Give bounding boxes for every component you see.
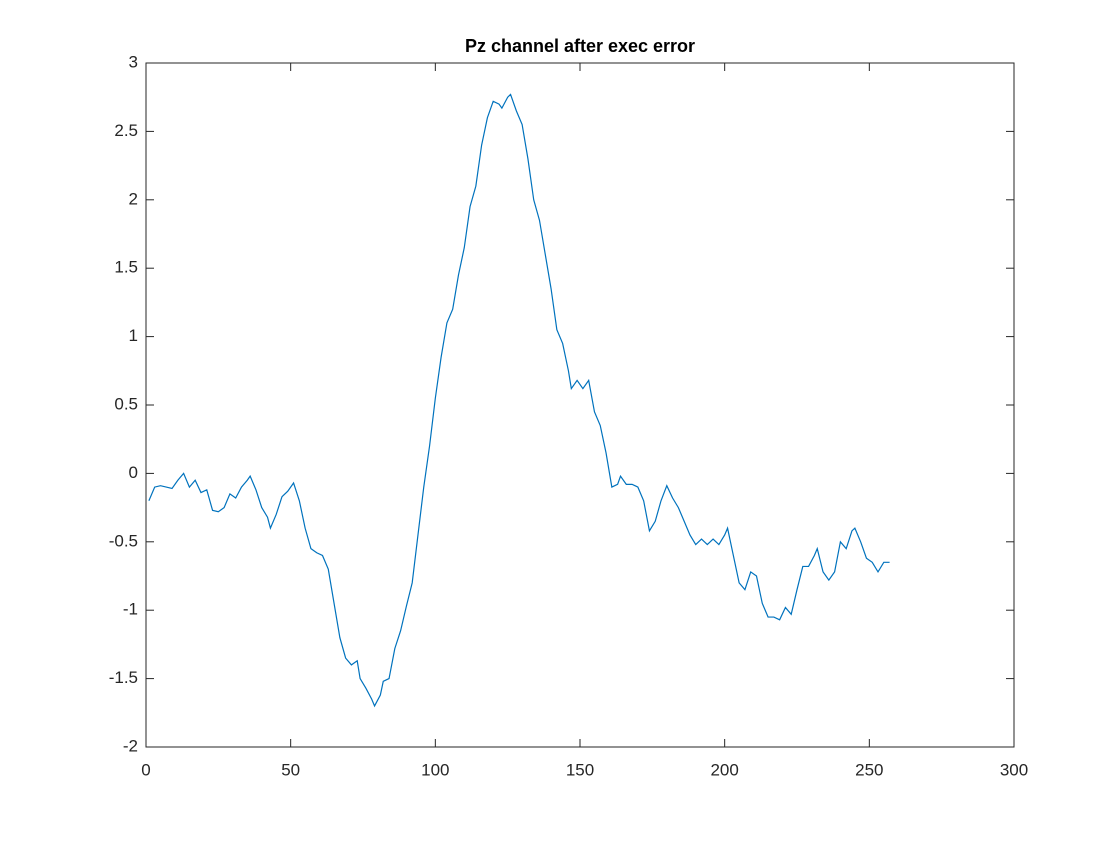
x-tick-label: 150 (566, 760, 594, 779)
x-tick-label: 300 (1000, 760, 1028, 779)
data-line (148, 93, 890, 708)
y-tick-label: -2 (123, 736, 138, 755)
x-tick-label: 250 (855, 760, 883, 779)
y-tick-label: 0.5 (114, 394, 138, 413)
x-tick-label: 200 (710, 760, 738, 779)
y-tick-label: -0.5 (109, 531, 138, 550)
y-tick-label: 1 (129, 326, 138, 345)
y-tick-label: -1.5 (109, 668, 138, 687)
y-tick-label: 2.5 (114, 121, 138, 140)
y-tick-label: 0 (129, 463, 138, 482)
y-tick-label: 1.5 (114, 258, 138, 277)
x-tick-label: 0 (141, 760, 150, 779)
y-tick-label: -1 (123, 600, 138, 619)
x-tick-label: 50 (281, 760, 300, 779)
chart-title: Pz channel after exec error (465, 36, 695, 56)
x-tick-label: 100 (421, 760, 449, 779)
y-tick-label: 3 (129, 52, 138, 71)
y-tick-label: 2 (129, 189, 138, 208)
